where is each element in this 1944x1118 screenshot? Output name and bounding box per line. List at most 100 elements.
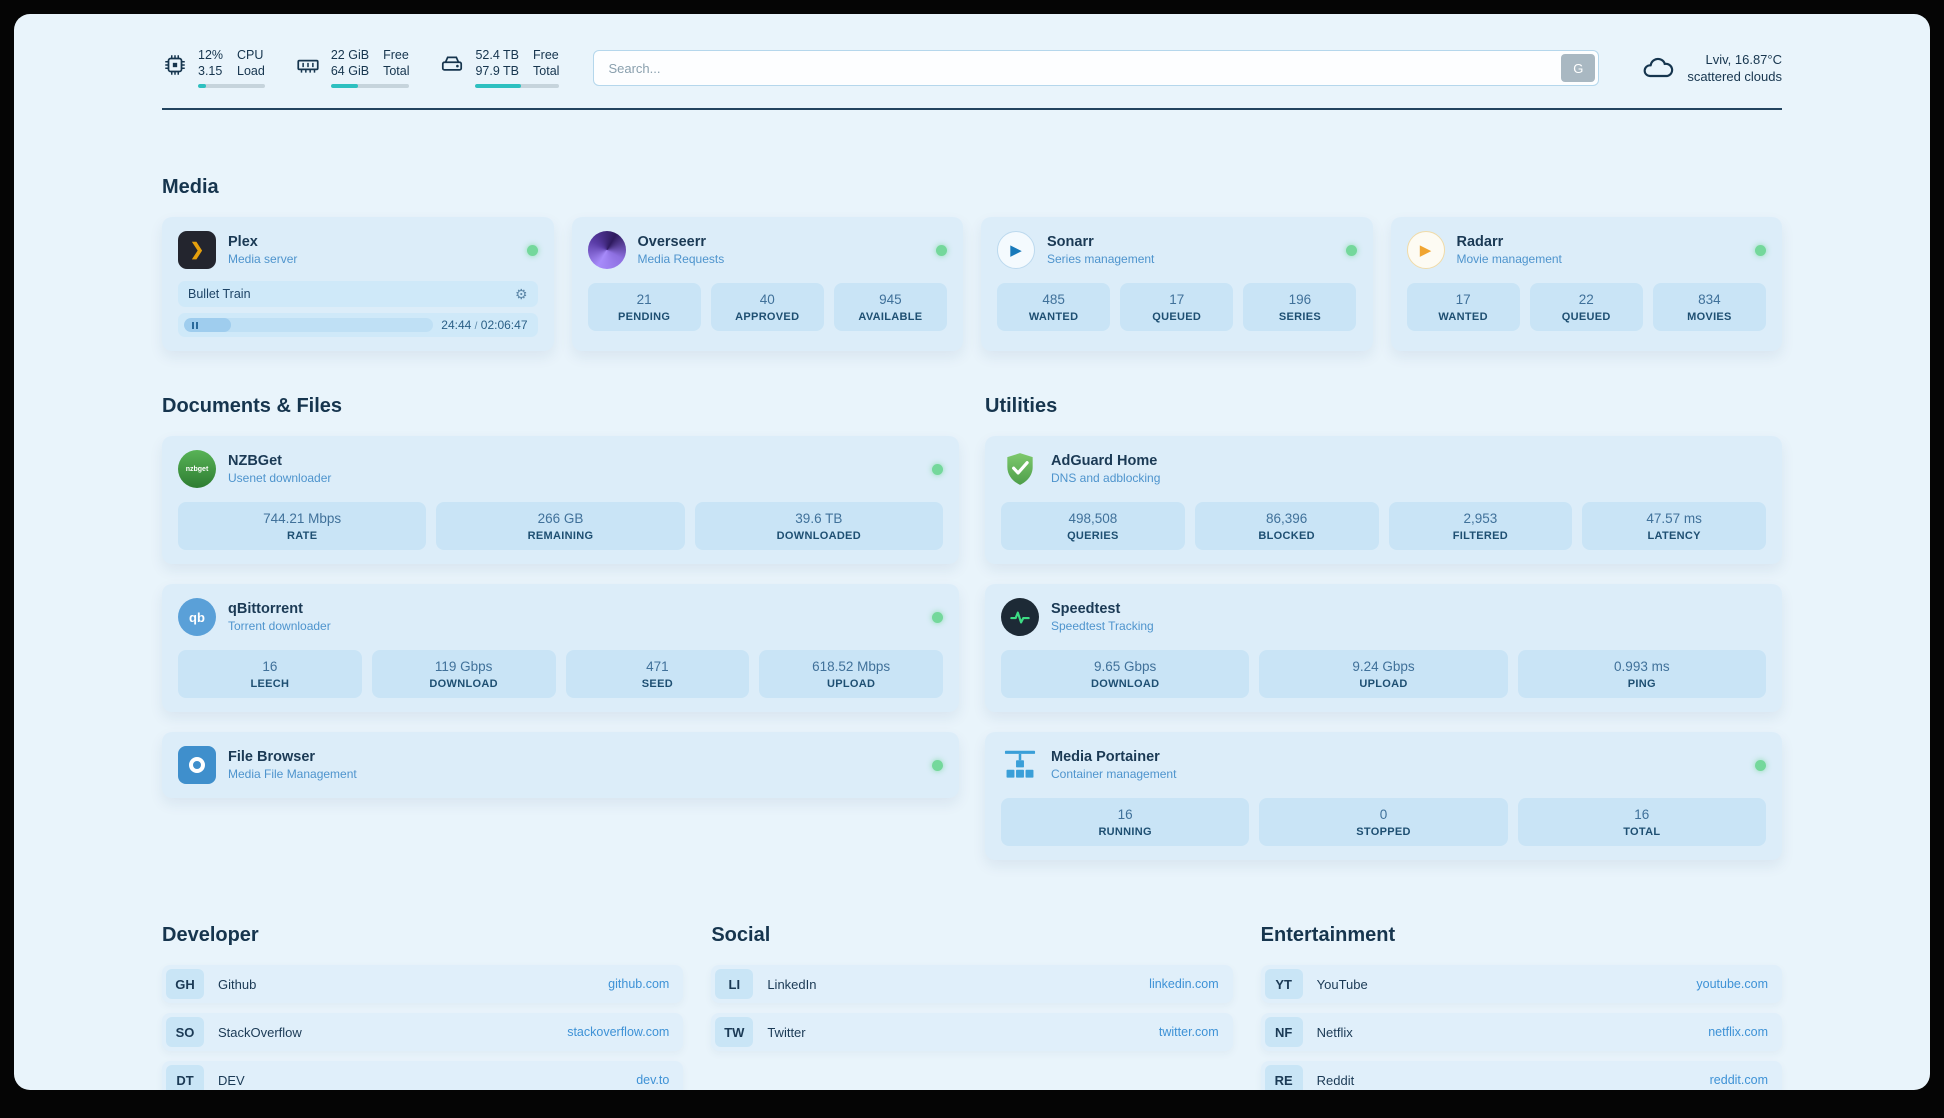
qbittorrent-card[interactable]: qb qBittorrent Torrent downloader 16 LEE…: [162, 584, 959, 712]
portainer-name: Media Portainer: [1051, 749, 1160, 765]
bookmark-link[interactable]: youtube.com: [1696, 977, 1768, 991]
status-dot: [932, 759, 943, 771]
section-title-developer: Developer: [162, 924, 259, 946]
status-dot: [1755, 244, 1766, 256]
stat-upload: 9.24 Gbps UPLOAD: [1259, 650, 1508, 698]
stat-leech: 16 LEECH: [178, 650, 362, 698]
radarr-card[interactable]: ▶ Radarr Movie management 17 WANTED: [1390, 217, 1782, 351]
stat-upload: 618.52 Mbps UPLOAD: [759, 650, 943, 698]
memory-usage-bar: [330, 84, 410, 88]
cpu-icon: [165, 55, 185, 75]
overseerr-card[interactable]: Overseerr Media Requests 21 PENDING 40 A…: [571, 217, 963, 351]
portainer-card[interactable]: Media Portainer Container management 16 …: [985, 732, 1782, 860]
bookmark-linkedin[interactable]: LI LinkedIn linkedin.com: [711, 965, 1233, 1003]
bookmark-link[interactable]: stackoverflow.com: [567, 1025, 670, 1039]
adguard-name: AdGuard Home: [1051, 453, 1158, 469]
stat-ping: 0.993 ms PING: [1517, 650, 1766, 698]
bookmark-abbr: TW: [715, 1017, 754, 1047]
plex-card[interactable]: ❯ Plex Media server Bullet Train ⚙: [162, 217, 554, 351]
weather-condition: scattered clouds: [1687, 69, 1782, 84]
bookmark-stackoverflow[interactable]: SO StackOverflow stackoverflow.com: [162, 1013, 684, 1051]
stat-latency: 47.57 ms LATENCY: [1582, 502, 1766, 550]
bookmark-github[interactable]: GH Github github.com: [162, 965, 684, 1003]
stat-queued: 17 QUEUED: [1120, 283, 1234, 331]
stat-filtered: 2,953 FILTERED: [1388, 502, 1573, 550]
filebrowser-card[interactable]: File Browser Media File Management: [162, 732, 959, 798]
section-title-media: Media: [162, 176, 219, 198]
bookmarks-social: Social LI LinkedIn linkedin.com TW Twitt…: [711, 924, 1233, 1090]
search-engine-button[interactable]: G: [1561, 54, 1596, 82]
nzbget-card[interactable]: nzbget NZBGet Usenet downloader 744.21 M…: [162, 436, 959, 564]
search-bar: G: [593, 50, 1600, 86]
section-media: Media ❯ Plex Media server Bullet Tr: [162, 176, 1782, 351]
pause-icon[interactable]: [192, 321, 198, 329]
bookmark-dev[interactable]: DT DEV dev.to: [162, 1061, 684, 1090]
bookmark-twitter[interactable]: TW Twitter twitter.com: [711, 1013, 1233, 1051]
playback-time: 24:44 / 02:06:47: [441, 318, 528, 332]
section-title-documents: Documents & Files: [162, 395, 343, 417]
bookmark-abbr: RE: [1264, 1065, 1303, 1090]
cpu-value-2: 3.15: [198, 64, 223, 78]
filebrowser-name: File Browser: [228, 749, 316, 765]
bookmark-name: LinkedIn: [767, 976, 817, 992]
storage-label-2: Total: [533, 64, 560, 78]
status-dot: [932, 611, 943, 623]
adguard-subtitle: DNS and adblocking: [1051, 471, 1161, 485]
stat-approved: 40 APPROVED: [710, 283, 824, 331]
section-utilities: Utilities AdGuard Home DNS and adblockin…: [985, 395, 1782, 860]
stat-pending: 21 PENDING: [587, 283, 701, 331]
cpu-usage-bar: [198, 84, 265, 88]
weather-widget: Lviv, 16.87°C scattered clouds: [1639, 51, 1782, 85]
bookmark-abbr: NF: [1264, 1017, 1303, 1047]
bookmark-youtube[interactable]: YT YouTube youtube.com: [1260, 965, 1782, 1003]
nzbget-icon: nzbget: [178, 450, 216, 488]
section-title-entertainment: Entertainment: [1260, 924, 1396, 946]
gear-icon[interactable]: ⚙: [514, 286, 528, 302]
topbar-divider: [162, 108, 1782, 110]
plex-icon: ❯: [178, 231, 216, 269]
status-dot: [1345, 244, 1357, 256]
bookmark-link[interactable]: twitter.com: [1158, 1025, 1219, 1039]
stat-queries: 498,508 QUERIES: [1001, 502, 1185, 550]
stat-download: 9.65 Gbps DOWNLOAD: [1001, 650, 1250, 698]
memory-value-2: 64 GiB: [330, 64, 370, 78]
storage-icon: [442, 56, 463, 71]
bookmark-reddit[interactable]: RE Reddit reddit.com: [1260, 1061, 1782, 1090]
speedtest-name: Speedtest: [1051, 601, 1121, 617]
memory-value-1: 22 GiB: [330, 48, 370, 62]
filebrowser-icon: [178, 746, 216, 784]
speedtest-card[interactable]: Speedtest Speedtest Tracking 9.65 Gbps D…: [985, 584, 1782, 712]
plex-subtitle: Media server: [228, 252, 298, 266]
bookmark-link[interactable]: github.com: [608, 977, 670, 991]
nzbget-name: NZBGet: [228, 453, 282, 469]
overseerr-name: Overseerr: [637, 234, 707, 250]
speedtest-icon: [1001, 598, 1039, 636]
bookmark-link[interactable]: linkedin.com: [1149, 977, 1219, 991]
section-title-utilities: Utilities: [985, 395, 1058, 417]
status-dot: [1755, 759, 1766, 771]
bookmark-link[interactable]: dev.to: [636, 1073, 670, 1087]
storage-label-1: Free: [533, 48, 559, 62]
sonarr-card[interactable]: ▶ Sonarr Series management 485 WANTED: [981, 217, 1373, 351]
filebrowser-subtitle: Media File Management: [228, 767, 357, 781]
bookmark-netflix[interactable]: NF Netflix netflix.com: [1260, 1013, 1782, 1051]
adguard-card[interactable]: AdGuard Home DNS and adblocking 498,508 …: [985, 436, 1782, 564]
stat-series: 196 SERIES: [1243, 283, 1357, 331]
memory-label-2: Total: [383, 64, 410, 78]
bookmark-abbr: LI: [715, 969, 754, 999]
stat-download: 119 Gbps DOWNLOAD: [371, 650, 556, 698]
storage-usage-bar: [475, 84, 560, 88]
bookmarks-entertainment: Entertainment YT YouTube youtube.com NF …: [1260, 924, 1782, 1090]
bookmark-link[interactable]: reddit.com: [1709, 1073, 1768, 1087]
bookmark-link[interactable]: netflix.com: [1708, 1025, 1768, 1039]
stat-running: 16 RUNNING: [1001, 798, 1250, 846]
stat-downloaded: 39.6 TB DOWNLOADED: [694, 502, 943, 550]
stat-available: 945 AVAILABLE: [833, 283, 947, 331]
sonarr-name: Sonarr: [1047, 234, 1094, 250]
bookmark-name: Reddit: [1316, 1072, 1355, 1088]
search-input[interactable]: [593, 50, 1600, 86]
weather-cloud-icon: [1643, 57, 1674, 78]
nzbget-subtitle: Usenet downloader: [228, 471, 332, 485]
stat-remaining: 266 GB REMAINING: [436, 502, 685, 550]
bookmark-abbr: DT: [166, 1065, 204, 1090]
